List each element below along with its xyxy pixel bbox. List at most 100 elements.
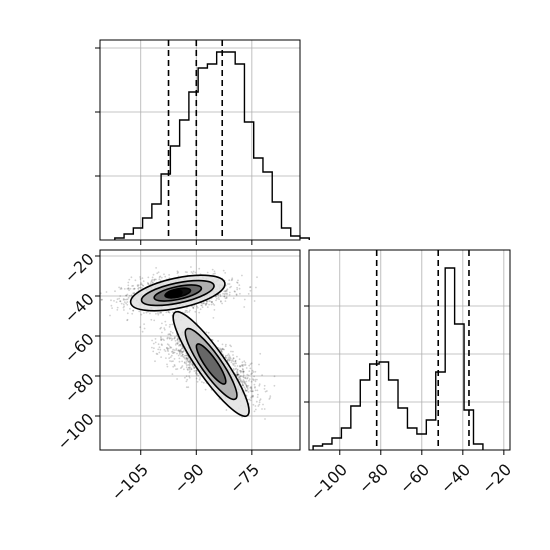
sample-point [118, 286, 120, 289]
sample-point [152, 350, 155, 353]
sample-point [215, 299, 217, 302]
sample-point [252, 395, 255, 398]
sample-point [264, 390, 267, 393]
sample-point [250, 362, 253, 365]
sample-point [225, 289, 228, 292]
sample-point [198, 378, 201, 381]
sample-point [221, 351, 223, 353]
sample-point [151, 276, 154, 279]
sample-point [250, 395, 253, 398]
sample-point [161, 344, 163, 346]
sample-point [253, 410, 256, 413]
sample-point [181, 360, 184, 363]
sample-point [228, 356, 230, 359]
sample-point [188, 360, 191, 363]
sample-point [185, 362, 188, 365]
sample-point [150, 318, 153, 321]
sample-point [160, 343, 163, 346]
sample-point [188, 363, 191, 366]
sample-point [245, 380, 248, 383]
sample-point [179, 349, 182, 351]
sample-point [152, 342, 155, 345]
sample-point [228, 358, 231, 360]
sample-point [236, 368, 239, 371]
sample-point [189, 309, 191, 312]
sample-point [224, 300, 227, 302]
sample-point [109, 314, 111, 317]
sample-point [176, 352, 178, 355]
joint-ytick-label: −100 [53, 409, 98, 454]
sample-point [241, 370, 244, 373]
sample-point [219, 348, 221, 351]
sample-point [158, 312, 161, 314]
sample-point [169, 333, 172, 336]
sample-point [188, 366, 190, 369]
sample-point [251, 390, 253, 393]
sample-point [163, 273, 165, 276]
sample-point [160, 326, 163, 329]
sample-point [208, 303, 211, 306]
sample-point [236, 373, 239, 376]
sample-point [230, 361, 233, 364]
sample-point [240, 375, 243, 377]
sample-point [269, 395, 272, 397]
sample-point [128, 294, 131, 297]
sample-point [253, 375, 256, 378]
sample-point [249, 387, 252, 389]
sample-point [189, 361, 192, 364]
sample-point [114, 290, 116, 293]
sample-point [123, 305, 125, 308]
sample-point [233, 362, 236, 365]
sample-point [195, 370, 198, 372]
sample-point [191, 364, 194, 366]
sample-point [118, 297, 121, 300]
sample-point [168, 337, 171, 340]
sample-point [206, 301, 208, 303]
sample-point [241, 383, 244, 386]
sample-point [188, 375, 191, 377]
sample-point [245, 386, 248, 388]
joint-frame [99, 249, 301, 451]
sample-point [244, 361, 247, 364]
sample-point [219, 295, 222, 298]
sample-point [236, 288, 239, 291]
hist-x-steps [114, 51, 310, 240]
sample-point [242, 368, 244, 371]
sample-point [139, 278, 142, 280]
sample-point [127, 281, 130, 284]
sample-point [250, 388, 253, 390]
sample-point [232, 360, 235, 363]
sample-point [110, 299, 112, 302]
sample-point [164, 320, 167, 323]
sample-point [174, 336, 176, 338]
sample-point [172, 311, 174, 314]
sample-point [239, 365, 242, 368]
sample-point [149, 312, 151, 315]
sample-point [243, 381, 246, 384]
sample-point [243, 380, 246, 383]
sample-point [175, 368, 177, 371]
sample-point [223, 290, 226, 293]
sample-point [161, 331, 163, 334]
sample-point [235, 371, 238, 373]
sample-point [236, 365, 239, 367]
density-contour-line [195, 343, 227, 385]
sample-point [169, 330, 172, 333]
sample-point [191, 272, 194, 275]
sample-point [238, 287, 241, 290]
sample-point [201, 381, 203, 383]
sample-point [154, 341, 157, 344]
sample-point [163, 328, 166, 331]
sample-point [221, 348, 224, 350]
sample-point [263, 388, 266, 390]
sample-point [181, 351, 184, 354]
sample-point [249, 399, 252, 402]
sample-point [175, 349, 178, 351]
sample-point [166, 347, 168, 349]
sample-point [190, 271, 193, 273]
sample-point [245, 384, 248, 387]
sample-point [136, 284, 139, 286]
sample-point [234, 360, 237, 362]
sample-point [184, 309, 187, 312]
sample-point [246, 385, 249, 387]
